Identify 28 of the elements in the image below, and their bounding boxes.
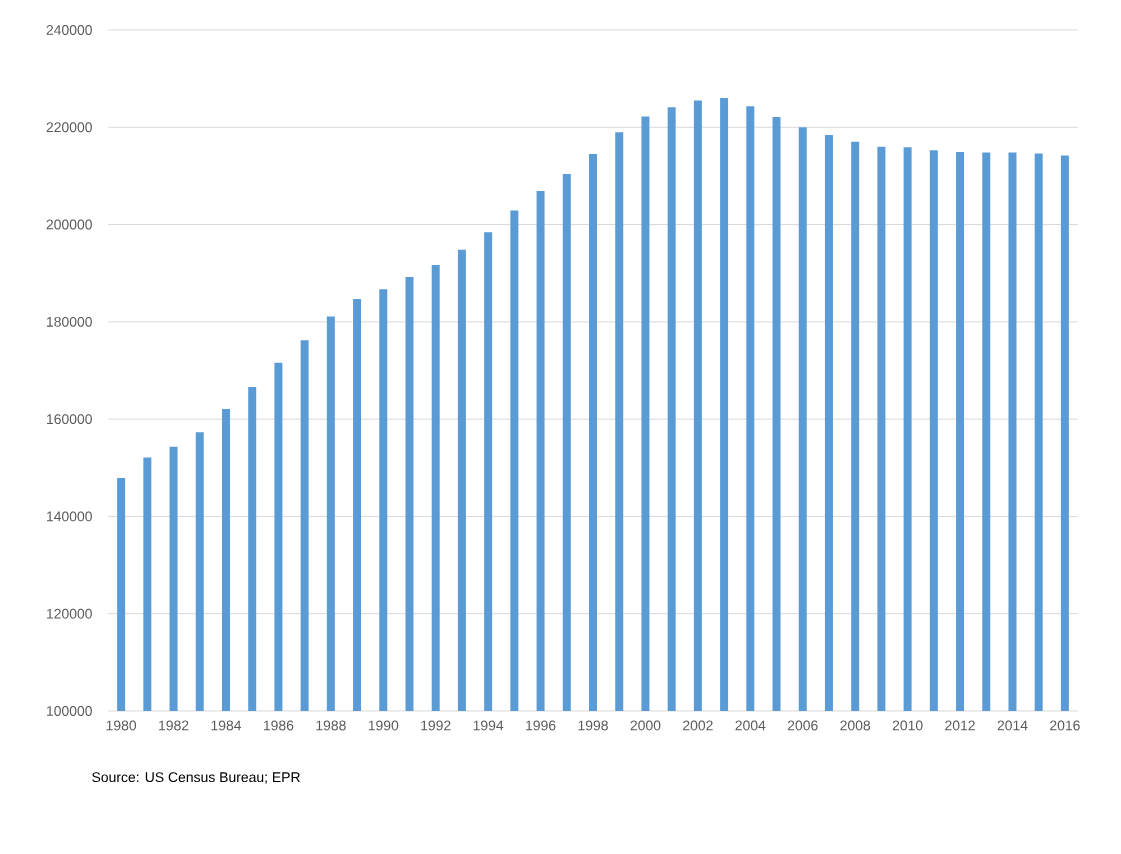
x-tick-label: 2006 (787, 720, 818, 731)
x-tick-label: 2000 (630, 720, 661, 731)
x-tick-label: 2014 (997, 720, 1028, 731)
y-tick-label: 220000 (46, 122, 92, 133)
y-tick-label: 120000 (47, 608, 92, 619)
source-note: Source: US Census Bureau; EPR (92, 772, 300, 784)
x-tick-label: 1992 (421, 720, 451, 731)
x-tick-label: 2002 (683, 720, 713, 731)
y-tick-label: 200000 (46, 219, 92, 230)
y-tick-label: 100000 (47, 706, 92, 716)
x-tick-label: 1998 (578, 720, 608, 731)
y-tick-label: 140000 (47, 511, 92, 522)
x-tick-label: 2010 (892, 720, 923, 731)
x-tick-label: 1988 (316, 720, 346, 731)
x-tick-label: 2004 (735, 720, 766, 731)
x-tick-label: 1996 (526, 720, 556, 731)
x-tick-label: 2008 (840, 720, 871, 731)
x-tick-label: 2012 (945, 720, 975, 731)
y-tick-label: 160000 (47, 414, 92, 425)
x-tick-label: 1984 (211, 720, 242, 731)
x-tick-label: 1994 (473, 720, 504, 731)
y-tick-label: 240000 (46, 25, 92, 35)
x-tick-label: 1986 (263, 720, 294, 731)
x-tick-label: 1982 (159, 720, 189, 731)
x-tick-label: 1990 (368, 720, 399, 731)
y-tick-label: 180000 (47, 316, 92, 327)
x-tick-label: 1980 (106, 720, 137, 731)
x-tick-label: 2016 (1050, 720, 1080, 731)
